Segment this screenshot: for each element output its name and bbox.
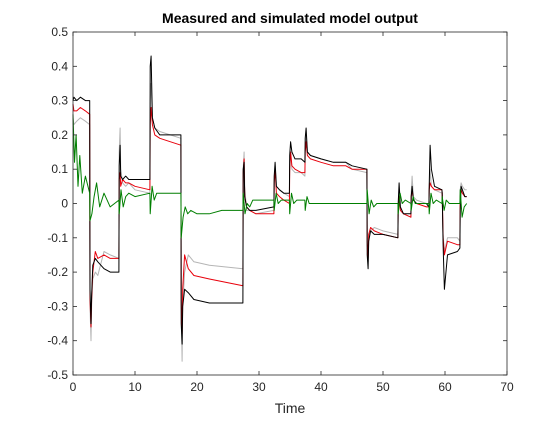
y-tick-label: -0.2 bbox=[47, 265, 68, 279]
x-tick-label: 10 bbox=[128, 380, 142, 394]
x-axis-title: Time bbox=[275, 400, 306, 416]
y-tick-label: 0.4 bbox=[51, 59, 68, 73]
y-tick-label: -0.4 bbox=[47, 334, 68, 348]
y-tick-label: 0.2 bbox=[51, 128, 68, 142]
x-tick-label: 30 bbox=[252, 380, 266, 394]
y-tick-label: -0.1 bbox=[47, 231, 68, 245]
x-tick-label: 70 bbox=[500, 380, 514, 394]
y-tick-label: 0.5 bbox=[51, 25, 68, 39]
x-tick-label: 60 bbox=[438, 380, 452, 394]
y-tick-label: 0 bbox=[61, 197, 68, 211]
x-tick-label: 50 bbox=[376, 380, 390, 394]
chart-title: Measured and simulated model output bbox=[162, 10, 418, 26]
y-tick-label: 0.3 bbox=[51, 94, 68, 108]
x-tick-label: 0 bbox=[70, 380, 77, 394]
y-tick-label: 0.1 bbox=[51, 162, 68, 176]
y-tick-label: -0.3 bbox=[47, 299, 68, 313]
x-tick-label: 20 bbox=[190, 380, 204, 394]
y-tick-label: -0.5 bbox=[47, 368, 68, 382]
x-tick-label: 40 bbox=[314, 380, 328, 394]
